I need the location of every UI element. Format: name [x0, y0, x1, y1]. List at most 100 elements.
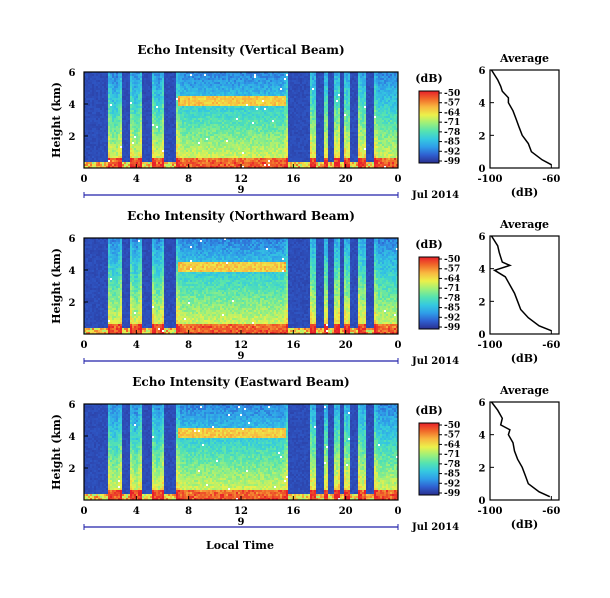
average-x-label: (dB): [511, 352, 538, 365]
colorbar-tick-label: -64: [444, 108, 460, 118]
average-title: Average: [499, 218, 549, 231]
date-tick-label: 9: [238, 351, 245, 362]
colorbar-tick-label: -92: [444, 313, 460, 323]
x-tick-label: 12: [234, 506, 248, 517]
x-tick-label: 16: [286, 174, 300, 185]
y-tick-label: 2: [69, 132, 76, 143]
date-tick-label: 9: [238, 185, 245, 196]
panel-0: Echo Intensity (Vertical Beam) 6 4 2 Height …: [50, 43, 560, 201]
average-x-tick: -100: [477, 174, 502, 185]
average-y-tick: 2: [479, 131, 486, 142]
x-tick-label: 0: [81, 506, 88, 517]
colorbar-unit: (dB): [415, 238, 442, 251]
y-axis-label: Height (km): [50, 82, 63, 158]
colorbar-tick-label: -78: [444, 460, 460, 470]
colorbar-tick-label: -50: [444, 421, 460, 431]
average-title: Average: [499, 384, 549, 397]
average-y-tick: 6: [479, 66, 486, 77]
date-label: Jul 2014: [411, 190, 459, 201]
x-tick-label: 12: [234, 174, 248, 185]
x-tick-label: 20: [339, 340, 353, 351]
colorbar-tick-label: -85: [444, 470, 460, 480]
average-y-tick: 6: [479, 232, 486, 243]
colorbar-tick-label: -64: [444, 274, 460, 284]
panel-title: Echo Intensity (Eastward Beam): [132, 375, 349, 389]
colorbar-tick-label: -71: [444, 450, 460, 460]
panel-title: Echo Intensity (Vertical Beam): [137, 43, 344, 57]
average-y-tick: 6: [479, 398, 486, 409]
x-tick-label: 0: [395, 506, 402, 517]
colorbar-tick-label: -99: [444, 323, 460, 333]
colorbar-tick-label: -71: [444, 284, 460, 294]
colorbar-tick-label: -78: [444, 294, 460, 304]
average-y-tick: 2: [479, 463, 486, 474]
colorbar-tick-label: -64: [444, 440, 460, 450]
y-tick-label: 6: [69, 234, 76, 245]
colorbar-tick-label: -85: [444, 138, 460, 148]
date-tick-label: 9: [238, 517, 245, 528]
y-axis-label: Height (km): [50, 414, 63, 490]
colorbar: [419, 423, 439, 495]
heatmap: [84, 238, 398, 334]
colorbar-tick-label: -57: [444, 431, 460, 441]
date-label: Jul 2014: [411, 356, 459, 367]
average-y-tick: 4: [479, 265, 486, 276]
panel-1: Echo Intensity (Northward Beam) 6 4 2 Height…: [50, 209, 560, 367]
x-tick-label: 16: [286, 340, 300, 351]
average-y-tick: 4: [479, 431, 486, 442]
x-tick-label: 8: [185, 174, 192, 185]
colorbar-tick-label: -57: [444, 99, 460, 109]
colorbar-tick-label: -50: [444, 89, 460, 99]
colorbar-tick-label: -57: [444, 265, 460, 275]
average-y-tick: 4: [479, 99, 486, 110]
colorbar-unit: (dB): [415, 404, 442, 417]
x-tick-label: 0: [81, 174, 88, 185]
y-tick-label: 4: [69, 100, 76, 111]
heatmap: [84, 72, 398, 168]
x-tick-label: 0: [81, 340, 88, 351]
panel-title: Echo Intensity (Northward Beam): [127, 209, 355, 223]
colorbar-unit: (dB): [415, 72, 442, 85]
average-x-label: (dB): [511, 518, 538, 531]
colorbar-tick-label: -99: [444, 157, 460, 167]
x-tick-label: 4: [133, 174, 140, 185]
x-axis-label: Local Time: [206, 539, 274, 552]
y-tick-label: 6: [69, 68, 76, 79]
x-tick-label: 20: [339, 506, 353, 517]
colorbar-tick-label: -50: [444, 255, 460, 265]
x-tick-label: 4: [133, 506, 140, 517]
y-tick-label: 6: [69, 400, 76, 411]
average-profile-line: [492, 402, 550, 497]
x-tick-label: 4: [133, 340, 140, 351]
colorbar-tick-label: -99: [444, 489, 460, 499]
average-x-tick: -60: [542, 174, 560, 185]
y-tick-label: 2: [69, 298, 76, 309]
x-tick-label: 8: [185, 506, 192, 517]
average-x-tick: -100: [477, 340, 502, 351]
y-tick-label: 4: [69, 266, 76, 277]
x-tick-label: 12: [234, 340, 248, 351]
y-axis-label: Height (km): [50, 248, 63, 324]
x-tick-label: 20: [339, 174, 353, 185]
y-tick-label: 2: [69, 464, 76, 475]
average-y-tick: 2: [479, 297, 486, 308]
average-x-tick: -60: [542, 340, 560, 351]
colorbar: [419, 91, 439, 163]
average-x-label: (dB): [511, 186, 538, 199]
colorbar-tick-label: -92: [444, 147, 460, 157]
colorbar-tick-label: -85: [444, 304, 460, 314]
y-tick-label: 4: [69, 432, 76, 443]
colorbar-tick-label: -78: [444, 128, 460, 138]
panel-2: Echo Intensity (Eastward Beam) 6 4 2 Height …: [50, 375, 560, 533]
colorbar-tick-label: -92: [444, 479, 460, 489]
x-tick-label: 16: [286, 506, 300, 517]
colorbar: [419, 257, 439, 329]
average-profile-line: [492, 70, 552, 165]
heatmap: [84, 404, 398, 500]
average-x-tick: -100: [477, 506, 502, 517]
average-profile-line: [492, 236, 552, 331]
